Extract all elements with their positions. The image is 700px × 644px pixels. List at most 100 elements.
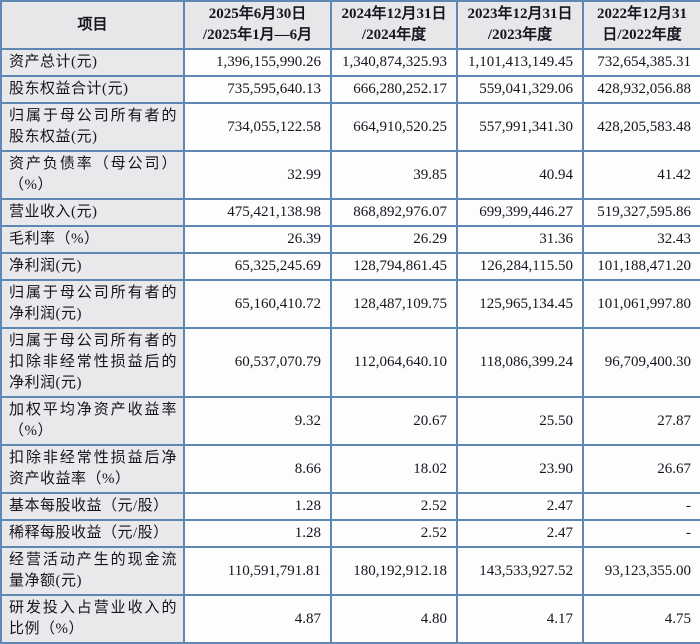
cell-value: 128,794,861.45 bbox=[330, 252, 458, 281]
cell-value: 18.02 bbox=[330, 444, 458, 494]
cell-value: 4.75 bbox=[582, 594, 700, 644]
cell-value: 126,284,115.50 bbox=[456, 252, 584, 281]
row-label: 股东权益合计(元) bbox=[0, 75, 185, 104]
table-row: 股东权益合计(元) 735,595,640.13 666,280,252.17 … bbox=[0, 75, 700, 104]
row-label: 资产负债率（母公司）（%） bbox=[0, 150, 185, 200]
cell-value: 1,340,874,325.93 bbox=[330, 48, 458, 77]
cell-value: 734,055,122.58 bbox=[183, 102, 332, 152]
cell-value: 25.50 bbox=[456, 396, 584, 446]
cell-value: 101,061,997.80 bbox=[582, 279, 700, 329]
row-label: 毛利率（%） bbox=[0, 225, 185, 254]
cell-value: 4.80 bbox=[330, 594, 458, 644]
table-row: 稀释每股收益（元/股） 1.28 2.52 2.47 - bbox=[0, 519, 700, 548]
cell-value: 699,399,446.27 bbox=[456, 198, 584, 227]
cell-value: 1,396,155,990.26 bbox=[183, 48, 332, 77]
cell-value: 112,064,640.10 bbox=[330, 327, 458, 398]
header-period-2023-line1: 2023年12月31日 bbox=[467, 6, 573, 22]
table-row: 归属于母公司所有者的股东权益(元) 734,055,122.58 664,910… bbox=[0, 102, 700, 152]
cell-value: 110,591,791.81 bbox=[183, 546, 332, 596]
cell-value: 40.94 bbox=[456, 150, 584, 200]
cell-value: 2.47 bbox=[456, 492, 584, 521]
cell-value: 39.85 bbox=[330, 150, 458, 200]
row-label: 基本每股收益（元/股） bbox=[0, 492, 185, 521]
cell-value: - bbox=[582, 492, 700, 521]
cell-value: 32.43 bbox=[582, 225, 700, 254]
cell-value: 428,932,056.88 bbox=[582, 75, 700, 104]
cell-value: 96,709,400.30 bbox=[582, 327, 700, 398]
header-period-2025: 2025年6月30日 /2025年1月—6月 bbox=[183, 0, 332, 50]
cell-value: 65,160,410.72 bbox=[183, 279, 332, 329]
cell-value: 1.28 bbox=[183, 492, 332, 521]
cell-value: 93,123,355.00 bbox=[582, 546, 700, 596]
table-row: 资产负债率（母公司）（%） 32.99 39.85 40.94 41.42 bbox=[0, 150, 700, 200]
header-period-2025-line1: 2025年6月30日 bbox=[208, 6, 307, 22]
cell-value: 557,991,341.30 bbox=[456, 102, 584, 152]
row-label: 扣除非经常性损益后净资产收益率（%） bbox=[0, 444, 185, 494]
table-row: 经营活动产生的现金流量净额(元) 110,591,791.81 180,192,… bbox=[0, 546, 700, 596]
table-row: 资产总计(元) 1,396,155,990.26 1,340,874,325.9… bbox=[0, 48, 700, 77]
table-row: 净利润(元) 65,325,245.69 128,794,861.45 126,… bbox=[0, 252, 700, 281]
cell-value: 4.87 bbox=[183, 594, 332, 644]
cell-value: 666,280,252.17 bbox=[330, 75, 458, 104]
cell-value: 60,537,070.79 bbox=[183, 327, 332, 398]
cell-value: 868,892,976.07 bbox=[330, 198, 458, 227]
table-row: 研发投入占营业收入的比例（%） 4.87 4.80 4.17 4.75 bbox=[0, 594, 700, 644]
row-label: 稀释每股收益（元/股） bbox=[0, 519, 185, 548]
header-period-2024: 2024年12月31日 /2024年度 bbox=[330, 0, 458, 50]
header-period-2022: 2022年12月31 日/2022年度 bbox=[582, 0, 700, 50]
row-label: 研发投入占营业收入的比例（%） bbox=[0, 594, 185, 644]
cell-value: 9.32 bbox=[183, 396, 332, 446]
cell-value: 428,205,583.48 bbox=[582, 102, 700, 152]
cell-value: 559,041,329.06 bbox=[456, 75, 584, 104]
row-label: 归属于母公司所有者的股东权益(元) bbox=[0, 102, 185, 152]
header-item-column: 项目 bbox=[0, 0, 185, 50]
table-row: 归属于母公司所有者的净利润(元) 65,160,410.72 128,487,1… bbox=[0, 279, 700, 329]
cell-value: 65,325,245.69 bbox=[183, 252, 332, 281]
cell-value: 125,965,134.45 bbox=[456, 279, 584, 329]
cell-value: 143,533,927.52 bbox=[456, 546, 584, 596]
cell-value: 128,487,109.75 bbox=[330, 279, 458, 329]
header-row: 项目 2025年6月30日 /2025年1月—6月 2024年12月31日 /2… bbox=[0, 0, 700, 50]
table-header: 项目 2025年6月30日 /2025年1月—6月 2024年12月31日 /2… bbox=[0, 0, 700, 50]
table-row: 毛利率（%） 26.39 26.29 31.36 32.43 bbox=[0, 225, 700, 254]
table-row: 基本每股收益（元/股） 1.28 2.52 2.47 - bbox=[0, 492, 700, 521]
table-row: 归属于母公司所有者的扣除非经常性损益后的净利润(元) 60,537,070.79… bbox=[0, 327, 700, 398]
row-label: 营业收入(元) bbox=[0, 198, 185, 227]
cell-value: 180,192,912.18 bbox=[330, 546, 458, 596]
header-period-2025-line2: /2025年1月—6月 bbox=[202, 27, 313, 43]
cell-value: 23.90 bbox=[456, 444, 584, 494]
cell-value: 2.52 bbox=[330, 492, 458, 521]
row-label: 经营活动产生的现金流量净额(元) bbox=[0, 546, 185, 596]
table-row: 营业收入(元) 475,421,138.98 868,892,976.07 69… bbox=[0, 198, 700, 227]
header-period-2023: 2023年12月31日 /2023年度 bbox=[456, 0, 584, 50]
cell-value: 664,910,520.25 bbox=[330, 102, 458, 152]
cell-value: 26.67 bbox=[582, 444, 700, 494]
row-label: 归属于母公司所有者的扣除非经常性损益后的净利润(元) bbox=[0, 327, 185, 398]
cell-value: 101,188,471.20 bbox=[582, 252, 700, 281]
table-body: 资产总计(元) 1,396,155,990.26 1,340,874,325.9… bbox=[0, 48, 700, 644]
cell-value: 1,101,413,149.45 bbox=[456, 48, 584, 77]
cell-value: 41.42 bbox=[582, 150, 700, 200]
cell-value: 4.17 bbox=[456, 594, 584, 644]
cell-value: 20.67 bbox=[330, 396, 458, 446]
cell-value: 118,086,399.24 bbox=[456, 327, 584, 398]
table-row: 加权平均净资产收益率（%） 9.32 20.67 25.50 27.87 bbox=[0, 396, 700, 446]
row-label: 净利润(元) bbox=[0, 252, 185, 281]
row-label: 加权平均净资产收益率（%） bbox=[0, 396, 185, 446]
cell-value: 26.39 bbox=[183, 225, 332, 254]
table-row: 扣除非经常性损益后净资产收益率（%） 8.66 18.02 23.90 26.6… bbox=[0, 444, 700, 494]
header-period-2022-line1: 2022年12月31 bbox=[596, 6, 687, 22]
header-period-2024-line2: /2024年度 bbox=[361, 27, 427, 43]
cell-value: 519,327,595.86 bbox=[582, 198, 700, 227]
cell-value: 27.87 bbox=[582, 396, 700, 446]
cell-value: 32.99 bbox=[183, 150, 332, 200]
row-label: 资产总计(元) bbox=[0, 48, 185, 77]
cell-value: 2.47 bbox=[456, 519, 584, 548]
cell-value: 1.28 bbox=[183, 519, 332, 548]
cell-value: - bbox=[582, 519, 700, 548]
cell-value: 8.66 bbox=[183, 444, 332, 494]
cell-value: 735,595,640.13 bbox=[183, 75, 332, 104]
cell-value: 475,421,138.98 bbox=[183, 198, 332, 227]
row-label: 归属于母公司所有者的净利润(元) bbox=[0, 279, 185, 329]
